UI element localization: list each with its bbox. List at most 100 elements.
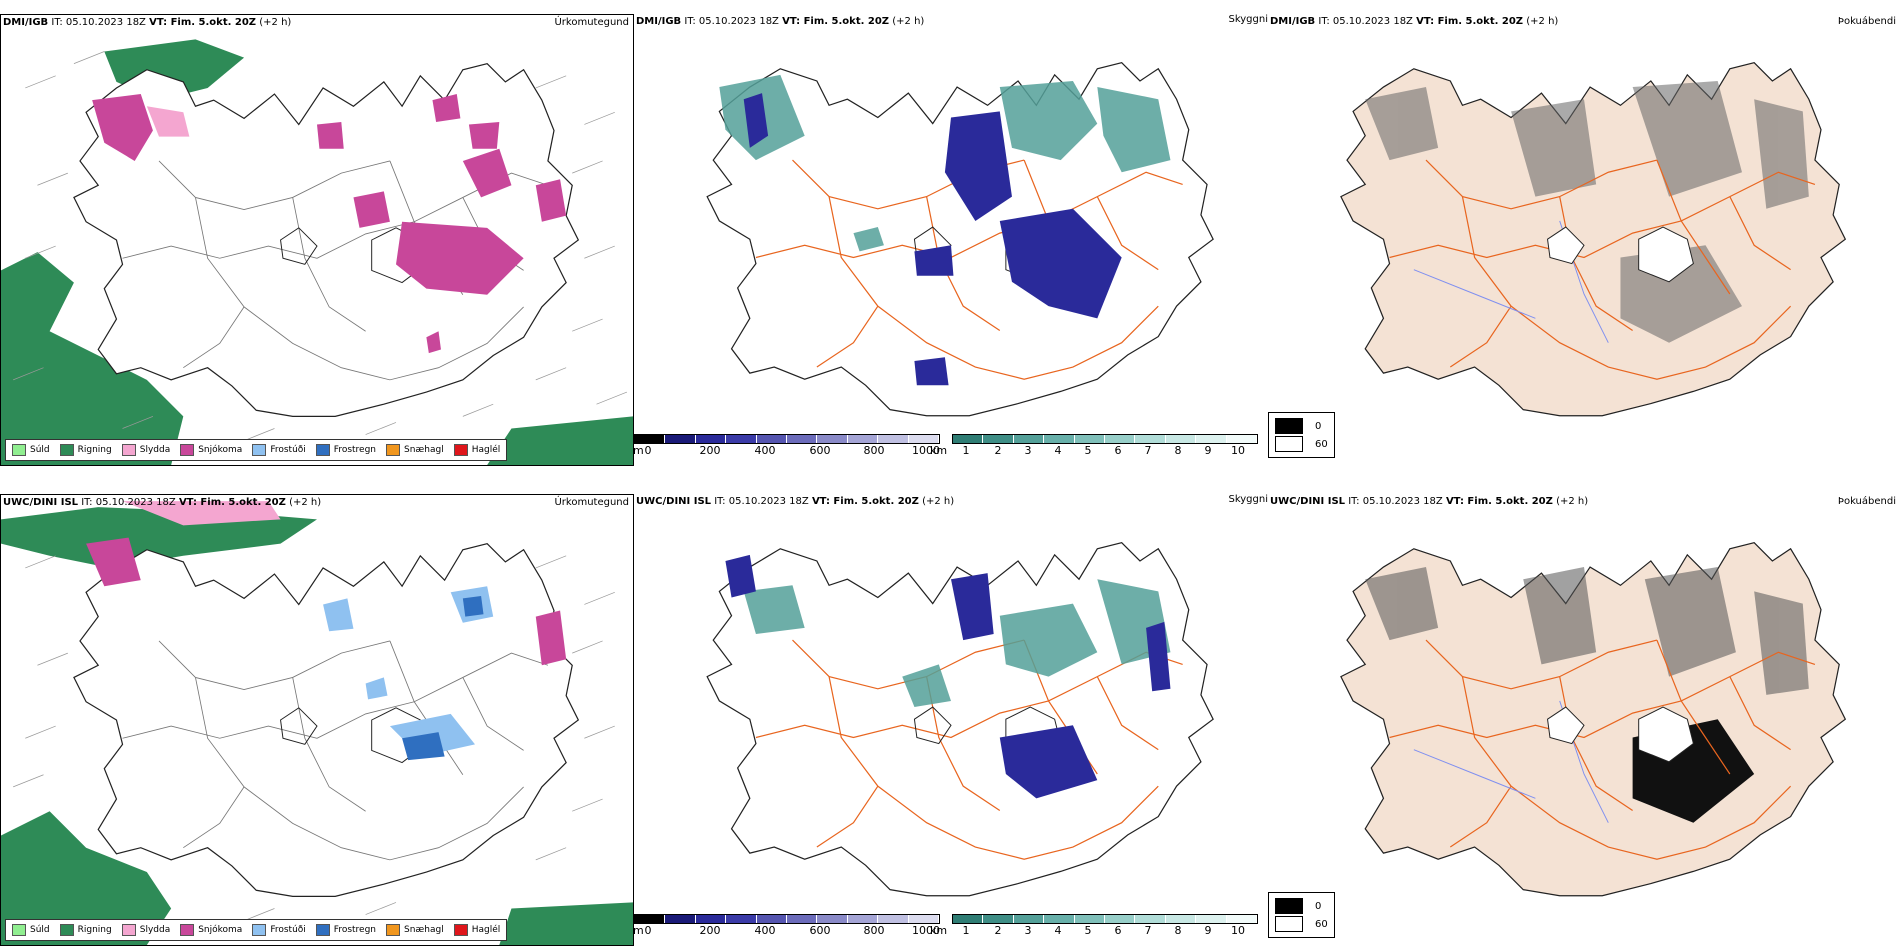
legend-item: Haglél (453, 444, 500, 456)
legend-item: Snæhagl (386, 444, 444, 456)
colorbar-segment (1226, 435, 1258, 443)
colorbar-segment (878, 915, 909, 923)
colorbar-segment (1165, 915, 1197, 923)
panel-header: UWC/DINI ISL IT: 05.10.2023 18Z VT: Fim.… (3, 497, 322, 508)
colorbar-segment (1165, 435, 1197, 443)
colorbar-segment (1105, 435, 1136, 443)
snow-areas (92, 94, 567, 354)
legend-item: Frostúði (252, 444, 306, 456)
cloud-m-areas (725, 554, 1171, 799)
fog-legend: 0 60 (1268, 412, 1335, 458)
colorbar-segment (1013, 915, 1045, 923)
precip-type-panel-row1: DMI/IGB IT: 05.10.2023 18Z VT: Fim. 5.ok… (0, 14, 634, 466)
cloud-map-row1 (706, 62, 1214, 417)
precip-legend: Súld Rigning Slydda Snjókoma Frostúði Fr… (5, 919, 508, 941)
fog-map-row1 (1340, 62, 1846, 417)
legend-item: Snæhagl (386, 924, 444, 936)
colorbar-segment (1074, 435, 1106, 443)
legend-item: Slydda (121, 924, 170, 936)
fog-areas (1365, 567, 1809, 695)
panel-title: Skyggni (1228, 494, 1268, 505)
colorbar-segment (665, 435, 696, 443)
precip-type-panel-row2: UWC/DINI ISL IT: 05.10.2023 18Z VT: Fim.… (0, 494, 634, 946)
colorbar-segment (1135, 915, 1166, 923)
fog-legend: 0 60 (1268, 892, 1335, 938)
legend-item: Frostúði (252, 924, 306, 936)
cloud-panel-row1: DMI/IGB IT: 05.10.2023 18Z VT: Fim. 5.ok… (633, 14, 1268, 466)
colorbar-segment (1074, 915, 1106, 923)
colorbar-segment (1196, 435, 1227, 443)
legend-item: Slydda (121, 444, 170, 456)
colorbar-segment (1226, 915, 1258, 923)
panel-header: DMI/IGB IT: 05.10.2023 18Z VT: Fim. 5.ok… (636, 16, 925, 27)
wind-barbs (13, 555, 615, 922)
panel-title: Úrkomutegund (554, 497, 629, 508)
colorbar-segment (726, 435, 757, 443)
colorbar-segment (787, 435, 818, 443)
precip-map-row1 (1, 39, 633, 465)
legend-item: Haglél (453, 924, 500, 936)
rain-area (1, 252, 184, 465)
fog-map-row2 (1340, 542, 1846, 897)
cloud-map-row2 (706, 542, 1214, 897)
colorbar-segment (1013, 435, 1045, 443)
rain-area (1, 507, 317, 568)
cloud-m-colorbar: 0 200 400 600 800 1000 m (633, 434, 940, 458)
fog-panel-row1: DMI/IGB IT: 05.10.2023 18Z VT: Fim. 5.ok… (1268, 14, 1900, 466)
colorbar-segment (953, 915, 984, 923)
panel-header: UWC/DINI ISL IT: 05.10.2023 18Z VT: Fim.… (1270, 496, 1589, 507)
colorbar-segment (1044, 435, 1075, 443)
rain-area (499, 902, 633, 945)
panel-title: Þokuábendi (1837, 16, 1896, 27)
colorbar-segment (908, 435, 940, 443)
colorbar-segment (665, 915, 696, 923)
colorbar-segment (787, 915, 818, 923)
precip-map-row2 (1, 501, 633, 945)
colorbar-segment (635, 915, 666, 923)
colorbar-segment (1044, 915, 1075, 923)
colorbar-segment (756, 915, 788, 923)
sleet-area (122, 501, 281, 526)
colorbar-segment (878, 435, 909, 443)
colorbar-segment (726, 915, 757, 923)
panel-header: DMI/IGB IT: 05.10.2023 18Z VT: Fim. 5.ok… (1270, 16, 1559, 27)
colorbar-segment (847, 915, 879, 923)
legend-item: Súld (12, 924, 50, 936)
colorbar-segment (756, 435, 788, 443)
colorbar-segment (817, 435, 848, 443)
colorbar-segment (1196, 915, 1227, 923)
rain-area (487, 416, 633, 465)
colorbar-segment (635, 435, 666, 443)
panel-header: UWC/DINI ISL IT: 05.10.2023 18Z VT: Fim.… (636, 496, 955, 507)
legend-item: Snjókoma (180, 924, 242, 936)
legend-item: Rigning (59, 444, 112, 456)
panel-title: Þokuábendi (1837, 496, 1896, 507)
colorbar-segment (908, 915, 940, 923)
colorbar-segment (983, 915, 1014, 923)
colorbar-segment (695, 435, 727, 443)
legend-item: Rigning (59, 924, 112, 936)
panel-title: Skyggni (1228, 14, 1268, 25)
legend-item: Snjókoma (180, 444, 242, 456)
wind-barbs (13, 51, 628, 442)
cloud-panel-row2: UWC/DINI ISL IT: 05.10.2023 18Z VT: Fim.… (633, 494, 1268, 946)
colorbar-segment (983, 435, 1014, 443)
colorbar-segment (695, 915, 727, 923)
legend-item: Súld (12, 444, 50, 456)
colorbar-segment (847, 435, 879, 443)
colorbar-segment (1135, 435, 1166, 443)
cloud-km-colorbar: 1 2 3 4 5 6 7 8 9 10 km (930, 914, 1258, 938)
fog-panel-row2: UWC/DINI ISL IT: 05.10.2023 18Z VT: Fim.… (1268, 494, 1900, 946)
legend-item: Frostregn (315, 924, 376, 936)
snow-area (535, 610, 567, 666)
legend-item: Frostregn (315, 444, 376, 456)
frz-rain-areas (402, 595, 484, 761)
colorbar-segment (817, 915, 848, 923)
colorbar-segment (953, 435, 984, 443)
precip-legend: Súld Rigning Slydda Snjókoma Frostúði Fr… (5, 439, 508, 461)
colorbar-segment (1105, 915, 1136, 923)
panel-header: DMI/IGB IT: 05.10.2023 18Z VT: Fim. 5.ok… (3, 17, 292, 28)
rain-area (1, 811, 172, 945)
sleet-area (146, 106, 190, 137)
panel-title: Úrkomutegund (554, 17, 629, 28)
